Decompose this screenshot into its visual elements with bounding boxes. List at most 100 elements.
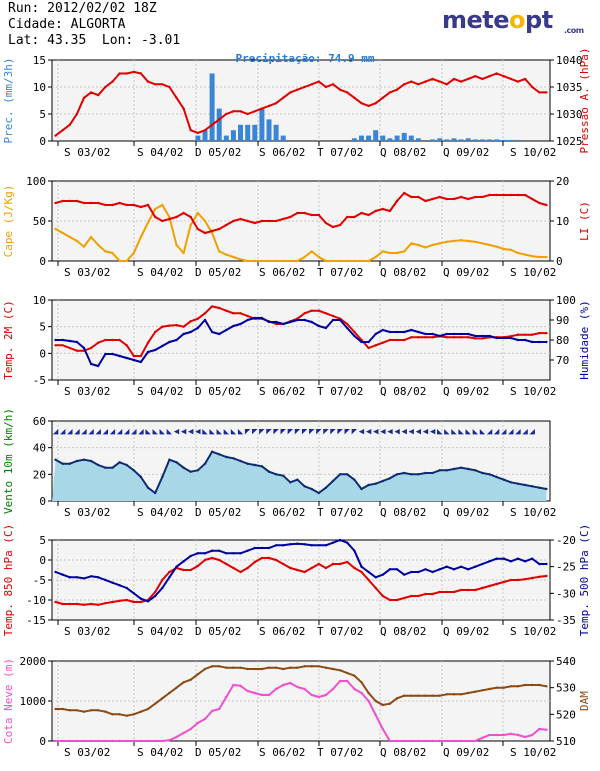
y-tick-label-left: 15 [33,54,46,67]
temp-850-line-point [474,588,477,592]
y-tick-label-right: 90 [556,314,569,327]
li-line-point [260,219,264,223]
temp-2m-line-point [545,331,548,335]
day-label-4: S 06/02 [259,625,305,638]
humidity-line-point [210,330,214,334]
pressure-line-point [509,77,513,81]
dam-line-point [338,669,342,672]
day-label-7: Q 09/02 [443,385,489,398]
y-tick-label-right: 10 [556,215,569,228]
dam-line-point [417,694,420,697]
day-label-8: S 10/02 [510,506,556,519]
temp-2m-line-point [154,330,157,334]
snow-level-line-point [523,735,527,739]
snow-level-line-point [75,739,79,743]
y-tick-label-left: 5 [39,108,46,121]
pressure-line-point [303,85,306,89]
pressure-line-point [168,85,171,89]
temp-850-line-point [459,588,463,592]
humidity-line-point [509,336,513,340]
li-line-point [296,211,299,215]
meteopt-logo[interactable]: meteopt .com [442,6,584,35]
y-tick-label-right: 70 [556,354,569,367]
wind-speed-line-point [146,486,150,489]
wind-direction-arrow: ◀ [430,427,436,437]
day-label-2: S 04/02 [137,506,183,519]
humidity-line-point [132,358,135,362]
temp-500-line-point [82,577,86,580]
temp-850-line-point [118,599,121,602]
pressure-line-point [431,77,434,81]
logo-text-right: pt [525,6,553,34]
logo-sun-icon: o [509,6,526,34]
wind-direction-arrow: ◢ [96,427,102,437]
temp-500-line-point [111,581,114,584]
temp-500-line-point [296,542,299,545]
wind-speed-line-point [495,475,498,479]
wind-direction-arrow: ◤ [288,427,294,437]
wind-direction-arrow: ◢ [60,427,66,437]
humidity-line-point [474,334,477,338]
day-label-1: S 03/02 [64,746,110,759]
precipitation-bar [259,108,265,141]
y-tick-label-right: 80 [556,334,569,347]
y-tick-label-left: 0 [39,554,46,567]
temp-2m-line-point [538,331,541,335]
wind-speed-line-point [538,486,541,489]
li-line-point [417,195,420,199]
wind-speed-line-point [310,487,313,491]
temp-850-line-point [431,592,434,596]
li-line-point [125,203,128,207]
cape-line-point [168,215,171,219]
pressure-line-point [459,80,463,83]
cape-line-point [274,259,278,263]
cape-line-point [111,251,114,255]
li-line-point [203,231,207,235]
dam-line-point [388,702,392,705]
cape-line-point [502,247,505,251]
temp-850-line-point [353,566,356,570]
pressure-line-point [189,129,192,132]
wind-direction-arrow: ◢ [487,427,493,437]
pressure-line-point [523,77,527,81]
snow-level-line-point [509,732,513,735]
cape-line-point [210,231,214,235]
day-label-6: Q 08/02 [380,266,426,279]
humidity-line-point [431,332,434,336]
li-line-point [388,209,392,213]
pressure-line-point [452,77,456,81]
snow-level-line-point [395,739,399,743]
logo-suffix: .com [564,26,584,35]
temp-850-line-point [125,598,128,602]
temp-2m-line-point [97,341,100,344]
run-label: Run: 2012/02/02 18Z [8,1,157,16]
wind-direction-arrow: ◀ [423,427,429,437]
precipitation-bar [444,139,450,141]
dam-line-point [118,713,121,716]
temp-500-line-point [239,552,242,555]
dam-line-point [218,665,221,668]
wind-direction-arrow: ◣ [238,427,244,437]
y-axis-label-right: Temp. 500 hPa (C) [578,524,591,637]
cape-line-point [89,235,93,239]
li-line-point [467,197,470,201]
cape-line-point [531,255,534,258]
li-line-point [189,215,192,219]
wind-speed-line-point [338,473,342,476]
day-label-8: S 10/02 [510,266,556,279]
day-label-2: S 04/02 [137,146,183,159]
humidity-line-point [104,352,107,356]
temp-850-line-point [438,590,441,594]
temp-850-line-point [538,575,541,578]
wind-direction-arrow: ◀ [174,427,180,437]
wind-speed-line-point [331,479,335,483]
panel-frame [51,59,551,142]
wind-speed-line-point [154,491,157,495]
cape-line-point [538,255,541,259]
li-line-point [196,227,199,231]
wind-speed-line-point [516,482,520,485]
temp-850-line-point [203,558,207,562]
cape-line-point [438,242,441,245]
cape-line-point [282,259,285,263]
cape-line-point [424,246,427,249]
